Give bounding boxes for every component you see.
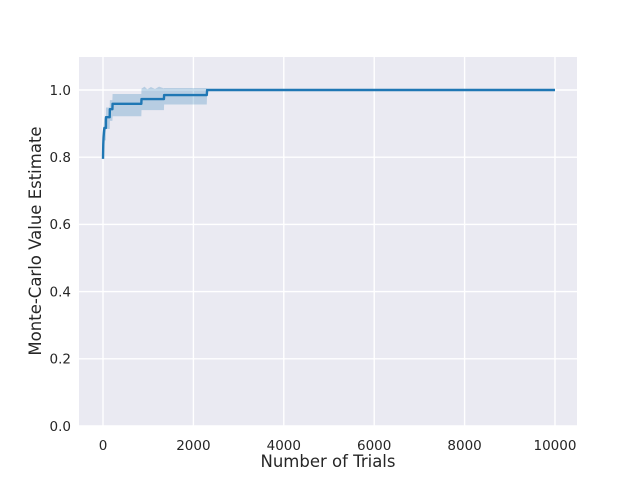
y-tick-label: 0.8	[50, 150, 71, 166]
y-tick-label: 0.4	[50, 284, 71, 300]
x-tick-label: 6000	[357, 438, 391, 454]
x-tick-label: 4000	[267, 438, 301, 454]
x-axis-label: Number of Trials	[261, 452, 396, 471]
axes-background	[79, 57, 577, 426]
confidence-band	[103, 86, 555, 162]
y-tick-label: 0.6	[50, 217, 71, 233]
series-line	[101, 88, 555, 159]
y-tick-label: 1.0	[50, 83, 71, 99]
tick-labels: 0 2000 4000 6000 8000 10000 0.0 0.2 0.4 0.6 0.8 1.0	[50, 83, 577, 454]
y-axis-label: Monte-Carlo Value Estimate	[26, 126, 45, 355]
y-tick-label: 0.0	[50, 419, 71, 435]
y-tick-label: 0.2	[50, 352, 71, 368]
x-tick-label: 10000	[534, 438, 577, 454]
x-tick-label: 2000	[176, 438, 210, 454]
x-tick-label: 8000	[447, 438, 481, 454]
x-tick-label: 0	[99, 438, 108, 454]
plot-area: 0 2000 4000 6000 8000 10000 0.0 0.2 0.4 0.6 0.8 1.0	[50, 57, 577, 454]
grid	[79, 57, 577, 427]
